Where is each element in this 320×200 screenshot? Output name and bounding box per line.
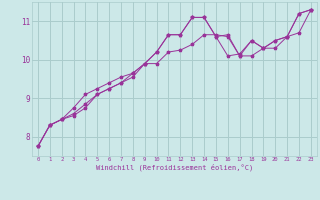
- X-axis label: Windchill (Refroidissement éolien,°C): Windchill (Refroidissement éolien,°C): [96, 164, 253, 171]
